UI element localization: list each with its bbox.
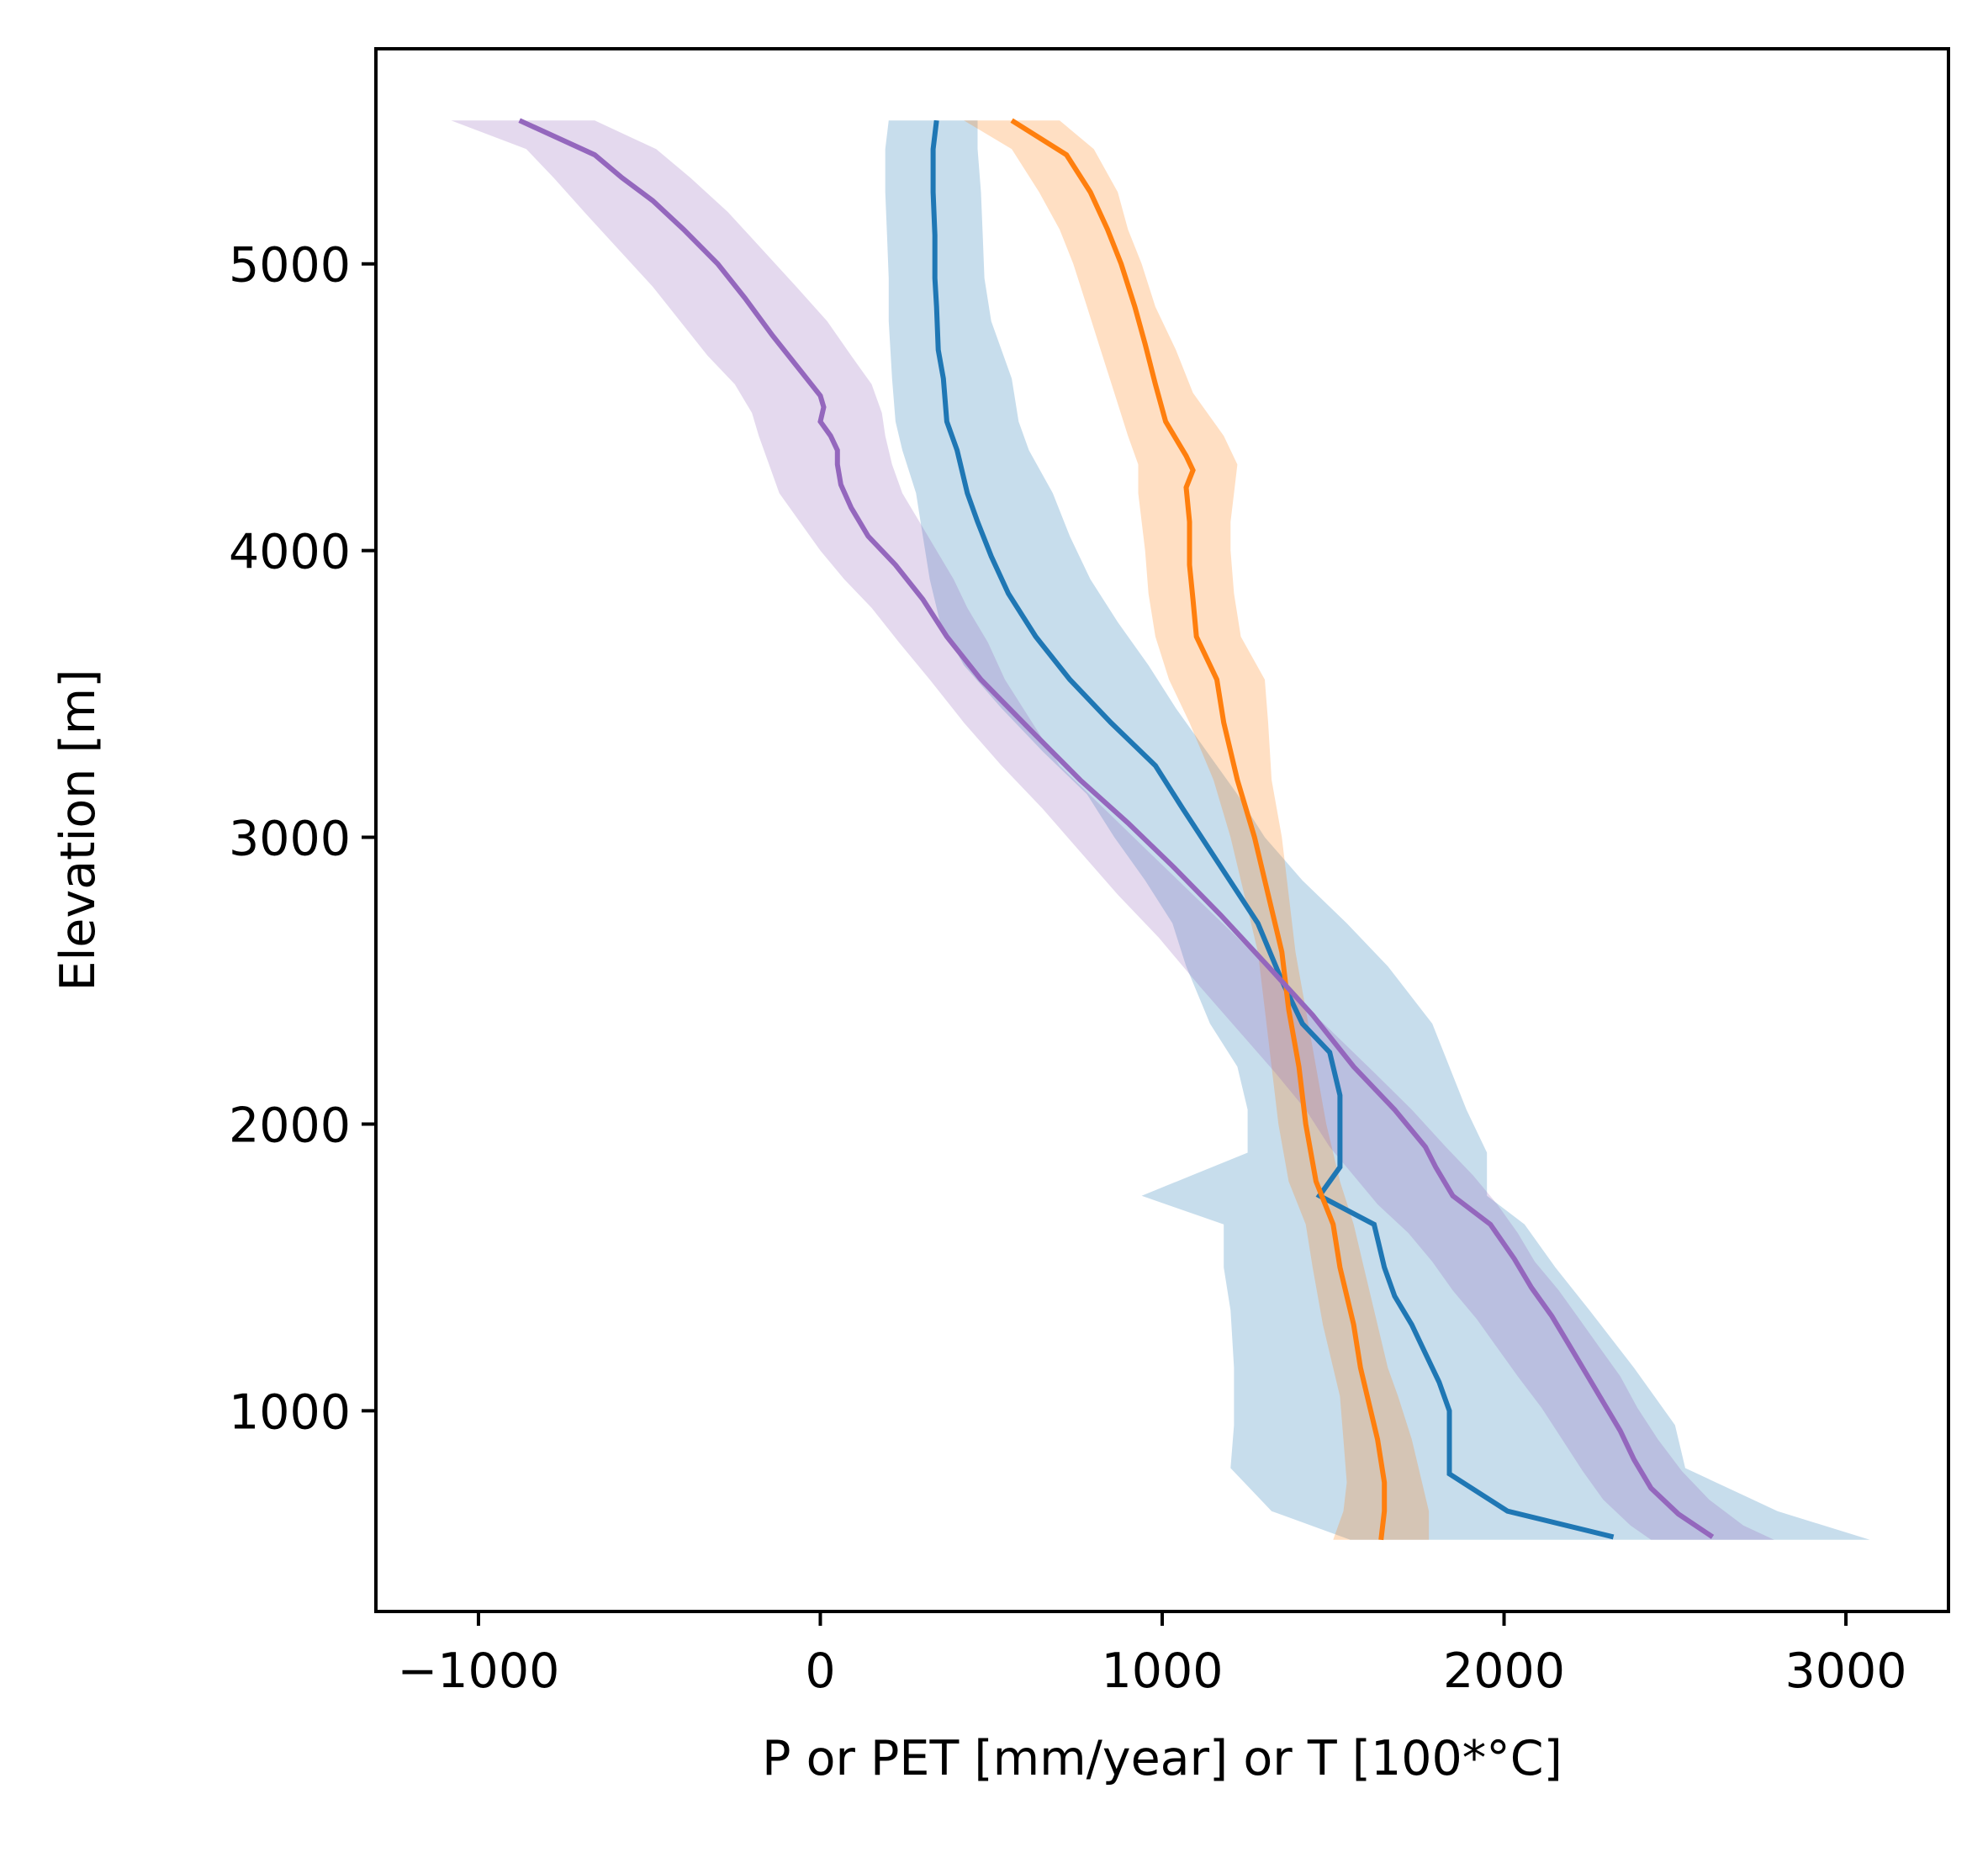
y-axis-ticks: 1000 2000 3000 4000 5000 — [229, 238, 376, 1440]
x-tick-label: 1000 — [1101, 1643, 1223, 1699]
uncertainty-bands — [451, 120, 1870, 1540]
x-axis-label: P or PET [mm/year] or T [100*°C] — [762, 1731, 1562, 1786]
series-1-band — [885, 120, 1870, 1540]
x-tick-label: 2000 — [1443, 1643, 1565, 1699]
y-tick-label: 4000 — [229, 525, 351, 580]
x-axis-ticks: −1000 0 1000 2000 3000 — [398, 1611, 1907, 1699]
series-1-line — [930, 119, 1615, 1540]
y-tick-label: 1000 — [229, 1384, 351, 1440]
x-tick-label: −1000 — [398, 1643, 560, 1699]
y-tick-label: 3000 — [229, 812, 351, 867]
x-tick-label: 0 — [805, 1643, 835, 1699]
series-lines — [518, 118, 1715, 1541]
y-tick-label: 2000 — [229, 1098, 351, 1153]
y-axis-label: Elevation [m] — [50, 669, 106, 992]
series-2-band — [964, 120, 1430, 1540]
y-tick-label: 5000 — [229, 238, 351, 294]
series-3-band — [451, 120, 1774, 1540]
series-3-line — [518, 118, 1715, 1539]
series-2-line — [1010, 118, 1388, 1541]
x-tick-label: 3000 — [1785, 1643, 1907, 1699]
